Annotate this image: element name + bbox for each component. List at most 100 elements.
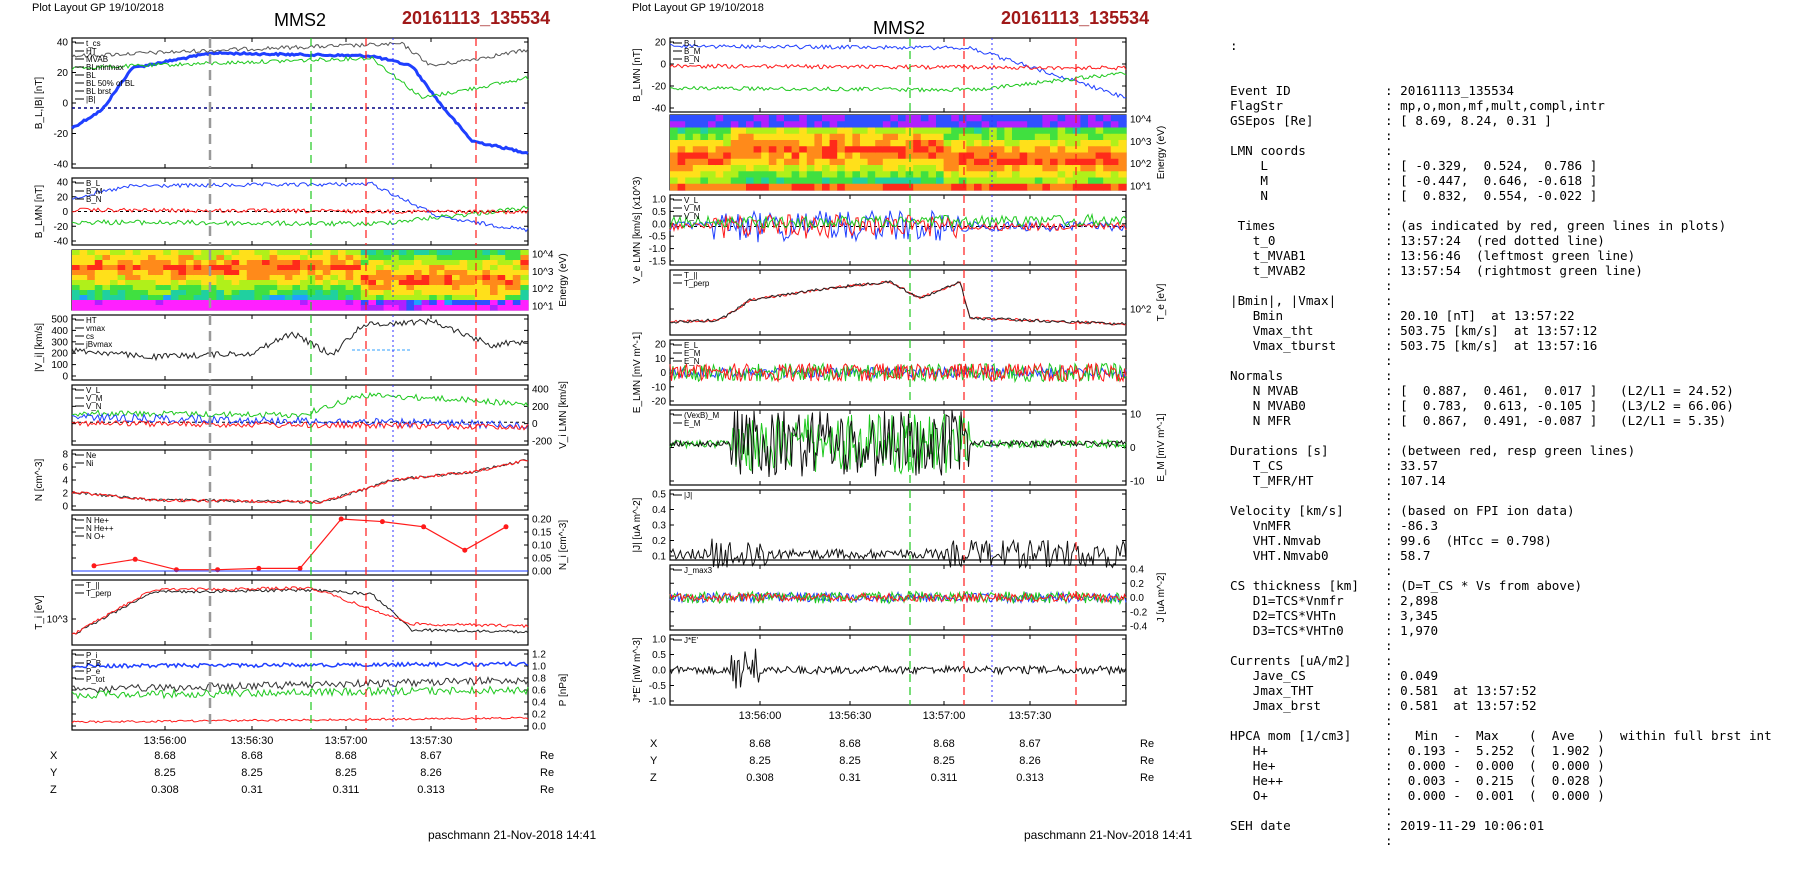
info-value: : [1385, 428, 1393, 443]
heatmap-cell [148, 275, 157, 281]
heatmap-cell [1027, 146, 1036, 154]
heatmap-cell [974, 171, 983, 179]
heatmap-cell [239, 285, 248, 291]
heatmap-cell [239, 300, 248, 306]
heatmap-cell [1004, 121, 1013, 129]
heatmap-cell [1034, 165, 1043, 172]
heatmap-cell [216, 275, 225, 281]
info-key: Bmin [1230, 308, 1284, 323]
heatmap-cell [239, 265, 248, 271]
heatmap-cell [186, 300, 195, 306]
heatmap-cell [920, 183, 929, 191]
heatmap-cell [429, 285, 438, 291]
heatmap-cell [398, 280, 407, 286]
info-value: : [1385, 653, 1393, 668]
heatmap-cell [421, 295, 430, 301]
heatmap-cell [989, 133, 998, 141]
heatmap-cell [966, 183, 975, 191]
heatmap-cell [692, 133, 701, 141]
heatmap-cell [958, 171, 967, 179]
heatmap-cell [837, 177, 846, 185]
heatmap-cell [246, 275, 255, 281]
heatmap-cell [330, 275, 339, 281]
heatmap-cell [1080, 177, 1089, 185]
heatmap-cell [989, 146, 998, 154]
y-axis-title: Energy (eV) [1156, 126, 1167, 179]
heatmap-cell [315, 290, 324, 296]
heatmap-cell [814, 140, 823, 147]
heatmap-cell [353, 305, 362, 311]
heatmap-cell [867, 140, 876, 147]
legend-entry: B_M [86, 187, 103, 196]
heatmap-cell [231, 300, 240, 306]
heatmap-cell [148, 260, 157, 266]
heatmap-cell [723, 146, 732, 154]
heatmap-cell [72, 280, 81, 286]
heatmap-cell [784, 146, 793, 154]
heatmap-cell [1072, 127, 1081, 135]
heatmap-cell [936, 115, 945, 122]
heatmap-cell [700, 152, 709, 160]
heatmap-cell [920, 165, 929, 172]
heatmap-cell [193, 260, 202, 266]
heatmap-cell [837, 140, 846, 147]
heatmap-cell [670, 133, 679, 141]
y-axis-title: J [uA m^-2] [1156, 572, 1167, 622]
heatmap-cell [330, 255, 339, 261]
heatmap-cell [186, 260, 195, 266]
info-line: t_0: 13:57:24 (red dotted line) [1230, 233, 1800, 248]
heatmap-cell [79, 250, 88, 256]
heatmap-cell [822, 115, 831, 122]
y-tick-label: 0 [62, 207, 68, 218]
heatmap-cell [852, 127, 861, 135]
y-tick-label: 10 [1130, 410, 1142, 421]
heatmap-cell [1027, 121, 1036, 129]
heatmap-cell [1012, 115, 1021, 122]
heatmap-cell [730, 133, 739, 141]
heatmap-cell [1027, 127, 1036, 135]
heatmap-cell [140, 290, 149, 296]
heatmap-cell [822, 146, 831, 154]
heatmap-cell [1050, 140, 1059, 147]
heatmap-cell [125, 260, 134, 266]
heatmap-cell [117, 270, 126, 276]
heatmap-cell [943, 115, 952, 122]
heatmap-cell [512, 300, 521, 306]
heatmap-cell [936, 127, 945, 135]
heatmap-cell [452, 290, 461, 296]
heatmap-cell [806, 177, 815, 185]
heatmap-cell [1095, 171, 1104, 179]
heatmap-cell [1072, 177, 1081, 185]
heatmap-cell [505, 265, 514, 271]
heatmap-cell [837, 133, 846, 141]
heatmap-cell [231, 290, 240, 296]
heatmap-cell [882, 146, 891, 154]
info-line: Normals: [1230, 368, 1800, 383]
heatmap-cell [292, 280, 301, 286]
heatmap-cell [875, 133, 884, 141]
info-line: Durations [s]: (between red, resp green … [1230, 443, 1800, 458]
heatmap-cell [730, 146, 739, 154]
heatmap-cell [730, 171, 739, 179]
heatmap-cell [360, 305, 369, 311]
heatmap-cell [898, 177, 907, 185]
heatmap-cell [1103, 171, 1112, 179]
heatmap-cell [208, 275, 217, 281]
heatmap-cell [730, 140, 739, 147]
info-line: Jave_CS: 0.049 [1230, 668, 1800, 683]
position-value: 8.68 [154, 750, 176, 762]
heatmap-cell [307, 305, 316, 311]
heatmap-cell [102, 285, 111, 291]
position-axis-label: Y [650, 755, 658, 767]
info-line: CS thickness [km]: (D=T_CS * Vs from abo… [1230, 578, 1800, 593]
heatmap-cell [822, 158, 831, 166]
heatmap-cell [239, 250, 248, 256]
heatmap-cell [1012, 165, 1021, 172]
heatmap-cell [1019, 121, 1028, 129]
heatmap-cell [920, 158, 929, 166]
legend-entry: J*E' [684, 636, 698, 645]
info-line: LMN coords: [1230, 143, 1800, 158]
heatmap-cell [383, 300, 392, 306]
heatmap-cell [125, 305, 134, 311]
position-value: 8.25 [749, 755, 771, 767]
